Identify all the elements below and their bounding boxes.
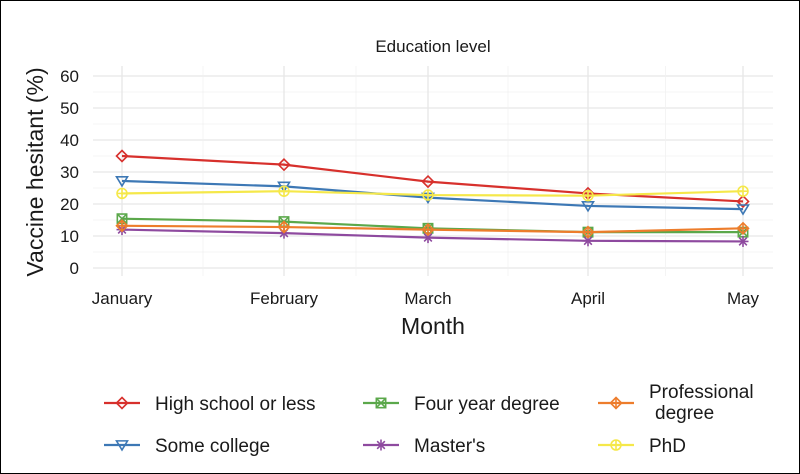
legend: High school or less Four year degree Pro… [104,382,754,457]
data-point-some-college [115,176,129,188]
x-tick-label: February [250,289,319,308]
y-tick-label: 10 [60,227,79,246]
legend-item-some-college: Some college [104,436,270,457]
x-axis-label: Month [401,313,465,339]
x-tick-label: May [727,289,760,308]
data-point-professional-degree [115,219,129,233]
data-point-phd [116,187,128,200]
legend-label-some-college: Some college [155,436,270,457]
data-point-professional-degree [581,225,595,239]
x-tick-label: January [92,289,153,308]
legend-label-professional-line1: Professional [649,382,754,403]
y-tick-label: 50 [60,99,79,118]
legend-key-masters [363,439,399,451]
data-point-phd [278,185,290,197]
legend-key-four-year [363,397,399,409]
legend-item-phd: PhD [598,436,686,457]
data-point-professional-degree [736,221,750,235]
data-point-master-s [737,235,749,247]
data-point-phd [422,189,434,201]
legend-key-high-school [104,396,140,410]
legend-label-masters: Master's [414,436,485,457]
y-axis-label: Vaccine hesitant (%) [22,67,48,276]
legend-label-high-school: High school or less [155,394,316,415]
legend-label-professional-line2: degree [655,403,714,424]
legend-item-professional: Professional degree [598,382,754,424]
data-point-some-college [581,200,595,213]
legend-key-some-college [104,440,140,452]
legend-item-high-school: High school or less [104,394,316,415]
legend-key-marker [115,396,129,410]
y-tick-label: 0 [70,259,79,278]
data-point-some-college [736,204,750,216]
legend-label-four-year: Four year degree [414,394,560,415]
legend-key-marker [610,439,622,451]
data-point-professional-degree [421,222,435,237]
y-tick-label: 30 [60,163,79,182]
data-point-high-school-or-less [115,149,129,163]
x-tick-labels: January February March April May [92,289,760,308]
data-point-high-school-or-less [736,194,750,209]
series-line-high-school-or-less [121,154,744,203]
legend-item-four-year: Four year degree [363,394,560,415]
data-point-phd [582,189,594,202]
legend-key-marker [375,397,387,409]
legend-key-professional [598,396,634,410]
data-point-high-school-or-less [421,174,435,189]
legend-key-phd [598,439,634,451]
y-tick-label: 60 [60,67,79,86]
data-point-professional-degree [277,220,291,234]
legend-key-marker [609,396,623,410]
legend-key-marker [375,439,387,451]
x-tick-label: April [571,289,605,308]
y-tick-label: 40 [60,131,79,150]
legend-label-phd: PhD [649,436,686,457]
legend-item-masters: Master's [363,436,485,457]
y-tick-label: 20 [60,195,79,214]
data-point-high-school-or-less [277,158,291,172]
x-tick-label: March [404,289,451,308]
y-tick-labels: 0 10 20 30 40 50 60 [60,67,79,278]
series-layer [115,149,750,247]
grid [93,66,773,276]
chart-title: Education level [375,37,490,56]
legend-key-marker [115,440,129,452]
data-point-phd [737,185,749,197]
